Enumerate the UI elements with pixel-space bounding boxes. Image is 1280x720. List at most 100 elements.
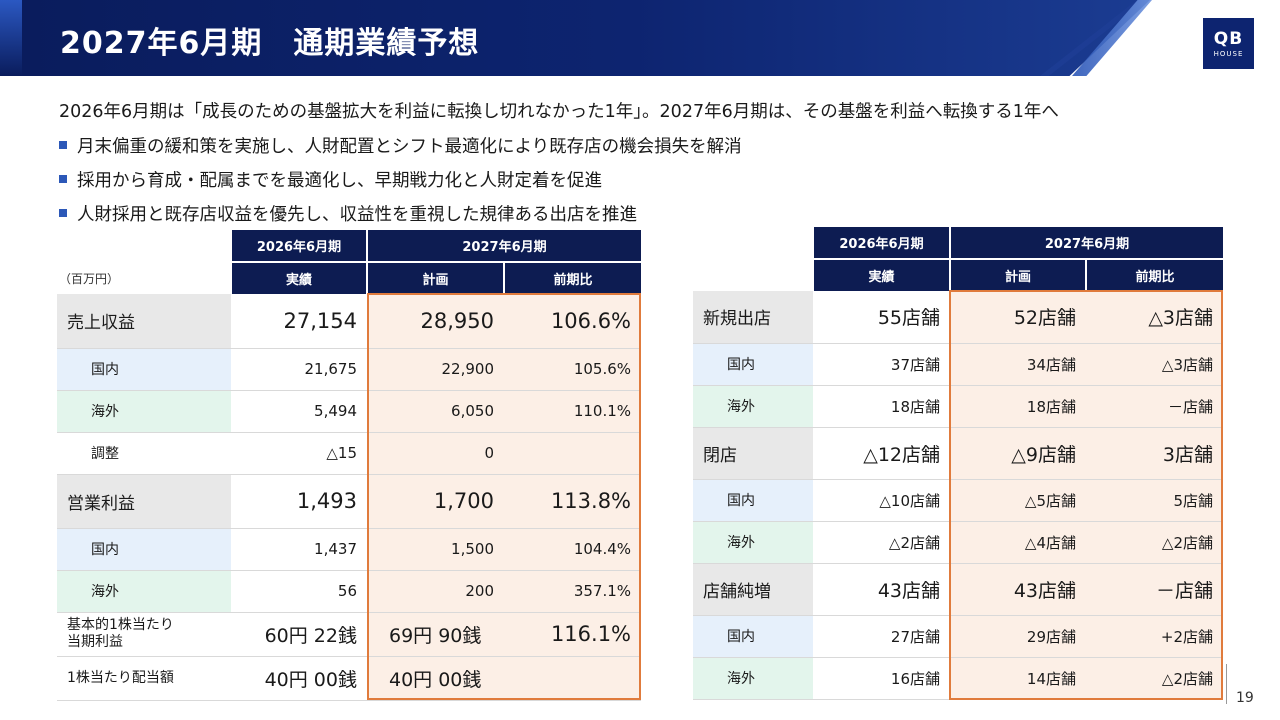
cell-actual: 5,494 <box>231 390 367 433</box>
cell-actual: △15 <box>231 432 367 475</box>
table-row: 調整 △15 0 <box>57 432 642 475</box>
store-count-table: 2026年6月期 2027年6月期 実績 計画 前期比 新規出店 55店舗 52… <box>693 227 1224 700</box>
bullet-list: 月末偏重の緩和策を実施し、人財配置とシフト最適化により既存店の機会損失を解消 採… <box>59 128 742 230</box>
row-label-line2: 当期利益 <box>67 634 123 650</box>
table-row: 基本的1株当たり 当期利益 60円 22銭 69円 90銭 116.1% <box>57 612 642 657</box>
cell-actual: 16店舗 <box>813 657 950 700</box>
cell-yoy: －店舗 <box>1086 385 1224 428</box>
cell-actual: 43店舗 <box>813 563 950 616</box>
lead-text: 2026年6月期は「成長のための基盤拡大を利益に転換し切れなかった1年」。202… <box>59 102 1059 122</box>
table-row: 1株当たり配当額 40円 00銭 40円 00銭 <box>57 656 642 701</box>
cell-actual: △2店舗 <box>813 521 950 564</box>
table-row: 海外 56 200 357.1% <box>57 570 642 613</box>
row-label: 新規出店 <box>693 291 813 344</box>
row-label: 海外 <box>693 521 813 564</box>
banner-background <box>0 0 1150 76</box>
financial-forecast-table: 2026年6月期 2027年6月期 （百万円） 実績 計画 前期比 売上収益 2… <box>57 230 642 701</box>
cell-yoy: 5店舗 <box>1086 479 1224 522</box>
cell-yoy: 3店舗 <box>1086 427 1224 480</box>
header-period-prev: 2026年6月期 <box>812 227 950 259</box>
bullet-text: 採用から育成・配属までを最適化し、早期戦力化と人財定着を促進 <box>77 170 602 191</box>
bullet-item: 人財採用と既存店収益を優先し、収益性を重視した規律ある出店を推進 <box>59 196 742 230</box>
cell-plan: 22,900 <box>367 348 504 391</box>
row-label: 国内 <box>693 615 813 658</box>
table-header-row: 2026年6月期 2027年6月期 <box>57 230 642 262</box>
cell-yoy: △2店舗 <box>1086 657 1224 700</box>
cell-plan: 1,700 <box>367 474 504 529</box>
cell-plan: 34店舗 <box>950 343 1086 386</box>
table-row: 海外 5,494 6,050 110.1% <box>57 390 642 433</box>
header-yoy: 前期比 <box>1084 258 1224 291</box>
cell-yoy: +2店舗 <box>1086 615 1224 658</box>
header-period-next: 2027年6月期 <box>365 230 642 262</box>
header-period-next: 2027年6月期 <box>948 227 1224 259</box>
cell-actual: 60円 22銭 <box>231 612 367 657</box>
row-label: 国内 <box>57 528 231 571</box>
bullet-square-icon <box>59 209 67 217</box>
table-row: 国内 21,675 22,900 105.6% <box>57 348 642 391</box>
cell-plan: 6,050 <box>367 390 504 433</box>
table-row: 営業利益 1,493 1,700 113.8% <box>57 474 642 529</box>
row-label: 海外 <box>693 657 813 700</box>
cell-yoy <box>504 656 642 701</box>
row-label: 海外 <box>693 385 813 428</box>
row-label: 国内 <box>693 479 813 522</box>
table-row: 国内 27店舗 29店舗 +2店舗 <box>693 615 1224 658</box>
cell-plan: 69円 90銭 <box>367 612 504 657</box>
row-label: 国内 <box>693 343 813 386</box>
table-row: 海外 18店舗 18店舗 －店舗 <box>693 385 1224 428</box>
bullet-item: 採用から育成・配属までを最適化し、早期戦力化と人財定着を促進 <box>59 162 742 196</box>
row-label: 基本的1株当たり 当期利益 <box>57 612 231 657</box>
cell-actual: 1,493 <box>231 474 367 529</box>
header-yoy: 前期比 <box>502 261 642 294</box>
cell-plan: 43店舗 <box>950 563 1086 616</box>
cell-plan: 52店舗 <box>950 291 1086 344</box>
table-row: 店舗純増 43店舗 43店舗 －店舗 <box>693 563 1224 616</box>
cell-plan: △4店舗 <box>950 521 1086 564</box>
row-label: 国内 <box>57 348 231 391</box>
logo-text-house: HOUSE <box>1213 50 1244 58</box>
table-subheader-row: （百万円） 実績 計画 前期比 <box>57 261 642 294</box>
header-period-prev: 2026年6月期 <box>230 230 367 262</box>
page-title: 2027年6月期 通期業績予想 <box>60 26 480 61</box>
cell-actual: 56 <box>231 570 367 613</box>
cell-yoy: 116.1% <box>504 612 642 657</box>
cell-actual: 55店舗 <box>813 291 950 344</box>
row-label: 店舗純増 <box>693 563 813 616</box>
cell-plan: 14店舗 <box>950 657 1086 700</box>
table-row: 新規出店 55店舗 52店舗 △3店舗 <box>693 291 1224 344</box>
cell-plan: 18店舗 <box>950 385 1086 428</box>
cell-plan: 1,500 <box>367 528 504 571</box>
cell-yoy: 105.6% <box>504 348 642 391</box>
cell-yoy <box>504 432 642 475</box>
header-plan: 計画 <box>949 258 1086 291</box>
cell-yoy: △2店舗 <box>1086 521 1224 564</box>
header-plan: 計画 <box>366 261 504 294</box>
banner-left-accent <box>0 0 22 76</box>
cell-plan: △5店舗 <box>950 479 1086 522</box>
cell-plan: 29店舗 <box>950 615 1086 658</box>
cell-yoy: 106.6% <box>504 294 642 349</box>
table-row: 海外 △2店舗 △4店舗 △2店舗 <box>693 521 1224 564</box>
page-number: 19 <box>1236 690 1254 706</box>
table-subheader-row: 実績 計画 前期比 <box>693 258 1224 291</box>
table-row: 売上収益 27,154 28,950 106.6% <box>57 294 642 349</box>
bullet-square-icon <box>59 175 67 183</box>
qb-house-logo: QB HOUSE <box>1201 16 1256 71</box>
cell-yoy: 113.8% <box>504 474 642 529</box>
cell-yoy: △3店舗 <box>1086 343 1224 386</box>
bullet-square-icon <box>59 141 67 149</box>
bullet-text: 人財採用と既存店収益を優先し、収益性を重視した規律ある出店を推進 <box>77 204 637 225</box>
cell-actual: 27店舗 <box>813 615 950 658</box>
header-actual: 実績 <box>812 258 950 291</box>
header-actual: 実績 <box>230 261 367 294</box>
cell-actual: △10店舗 <box>813 479 950 522</box>
row-label: 海外 <box>57 390 231 433</box>
row-label: 調整 <box>57 432 231 475</box>
table-row: 閉店 △12店舗 △9店舗 3店舗 <box>693 427 1224 480</box>
row-label: 売上収益 <box>57 294 231 349</box>
table-header-row: 2026年6月期 2027年6月期 <box>693 227 1224 259</box>
cell-actual: 37店舗 <box>813 343 950 386</box>
cell-yoy: 104.4% <box>504 528 642 571</box>
row-label: 営業利益 <box>57 474 231 529</box>
